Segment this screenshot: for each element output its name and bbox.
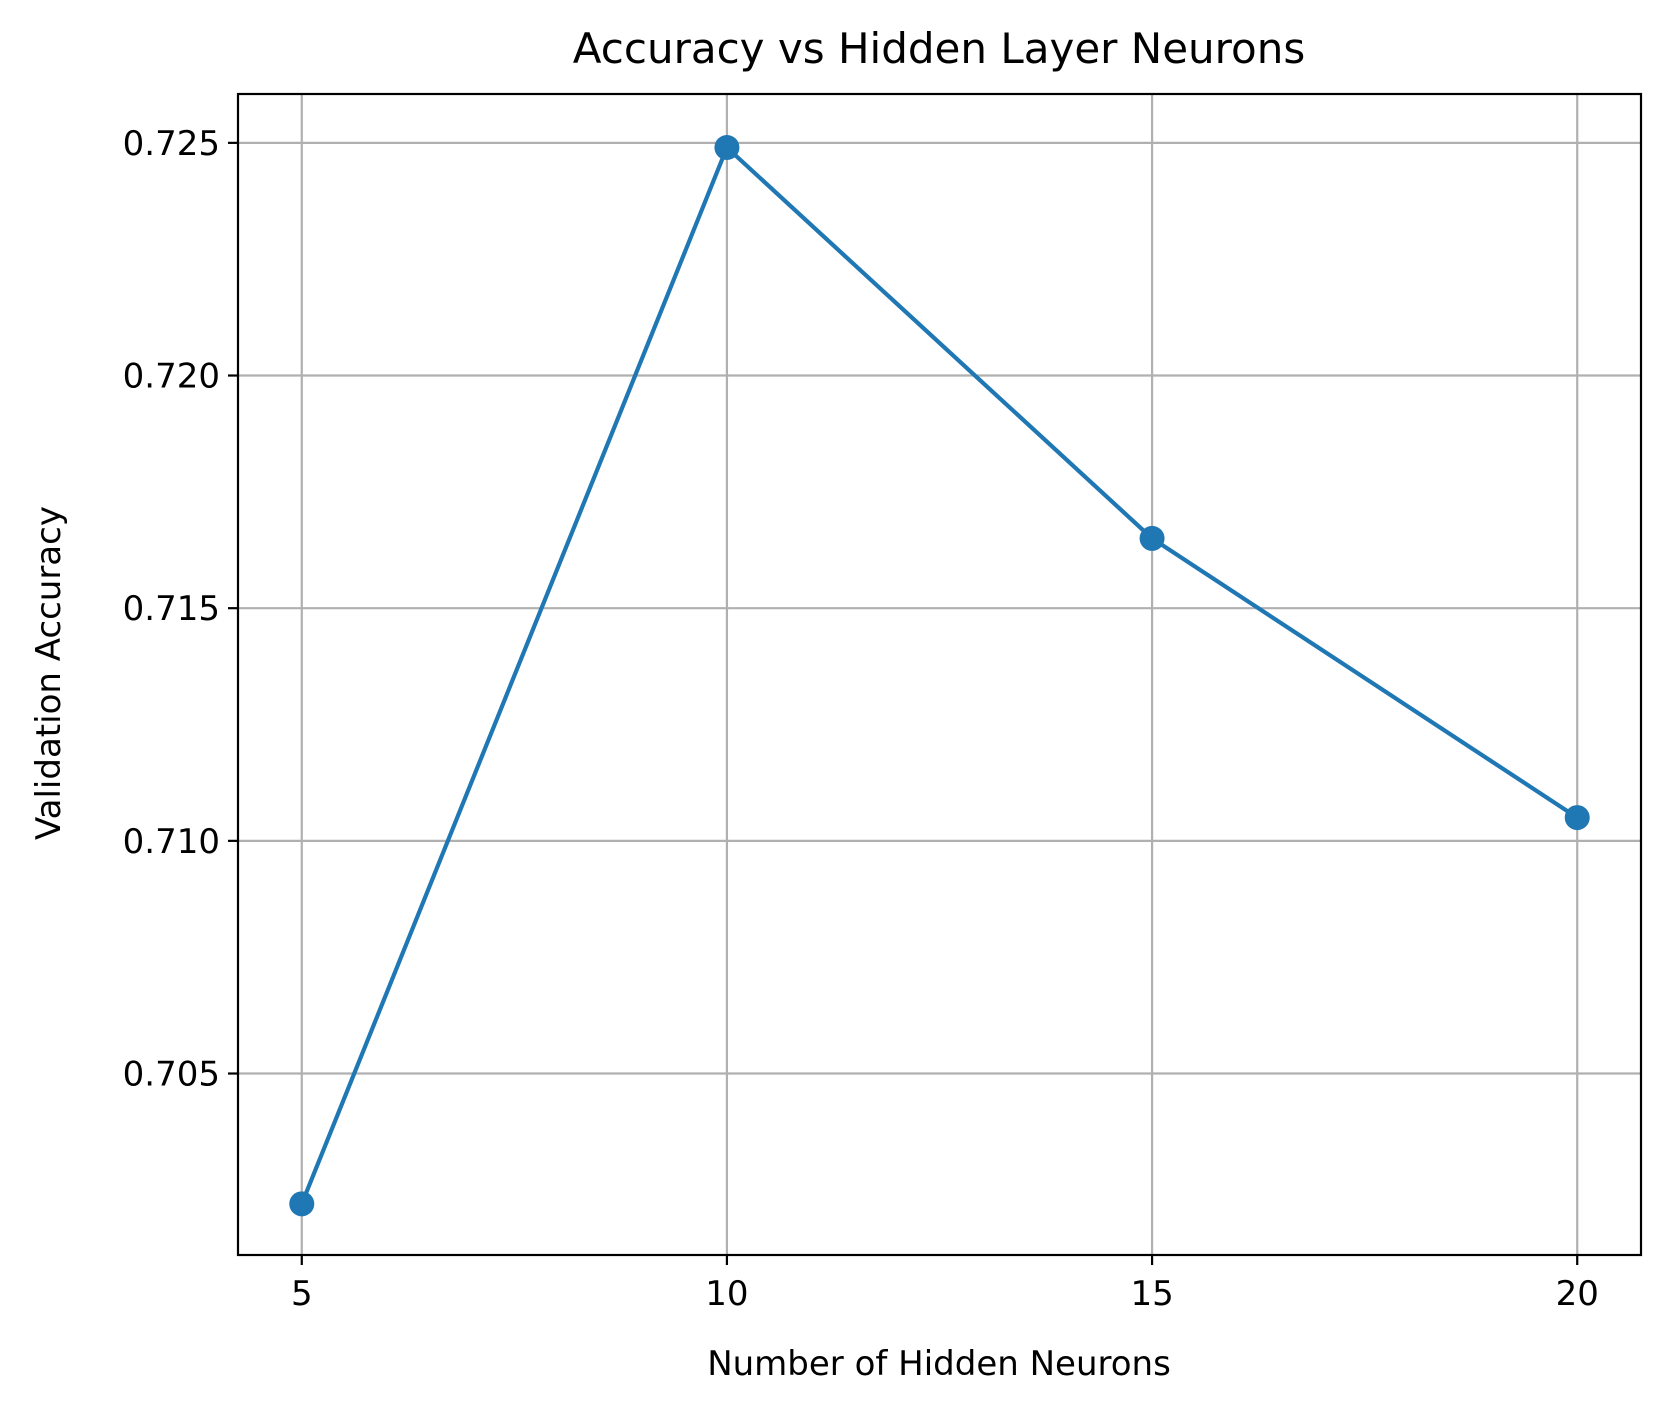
data-point-x15 [1139, 525, 1165, 551]
data-point-x20 [1564, 805, 1590, 831]
x-tick-label-10: 10 [705, 1274, 748, 1314]
plot-frame [236, 92, 1643, 1257]
data-point-x10 [714, 135, 740, 161]
y-tick-label-0.720: 0.720 [123, 357, 220, 397]
data-point-x5 [289, 1191, 315, 1217]
x-tick-label-5: 5 [291, 1274, 313, 1314]
axis-ticks: 5 10 15 20 0.705 0.710 0.715 0.720 0.725 [123, 124, 1599, 1314]
chart-title: Accuracy vs Hidden Layer Neurons [573, 24, 1305, 73]
y-tick-label-0.705: 0.705 [123, 1055, 220, 1095]
x-tick-label-15: 15 [1130, 1274, 1173, 1314]
x-tick-label-20: 20 [1556, 1274, 1599, 1314]
grid-lines [238, 94, 1641, 1255]
y-tick-label-0.715: 0.715 [123, 589, 220, 629]
series-line-0 [299, 145, 1581, 1207]
y-tick-label-0.725: 0.725 [123, 124, 220, 164]
y-axis-label: Validation Accuracy [29, 506, 69, 840]
x-axis-label: Number of Hidden Neurons [707, 1344, 1171, 1384]
series-layer [289, 135, 1590, 1217]
y-tick-label-0.710: 0.710 [123, 822, 220, 862]
